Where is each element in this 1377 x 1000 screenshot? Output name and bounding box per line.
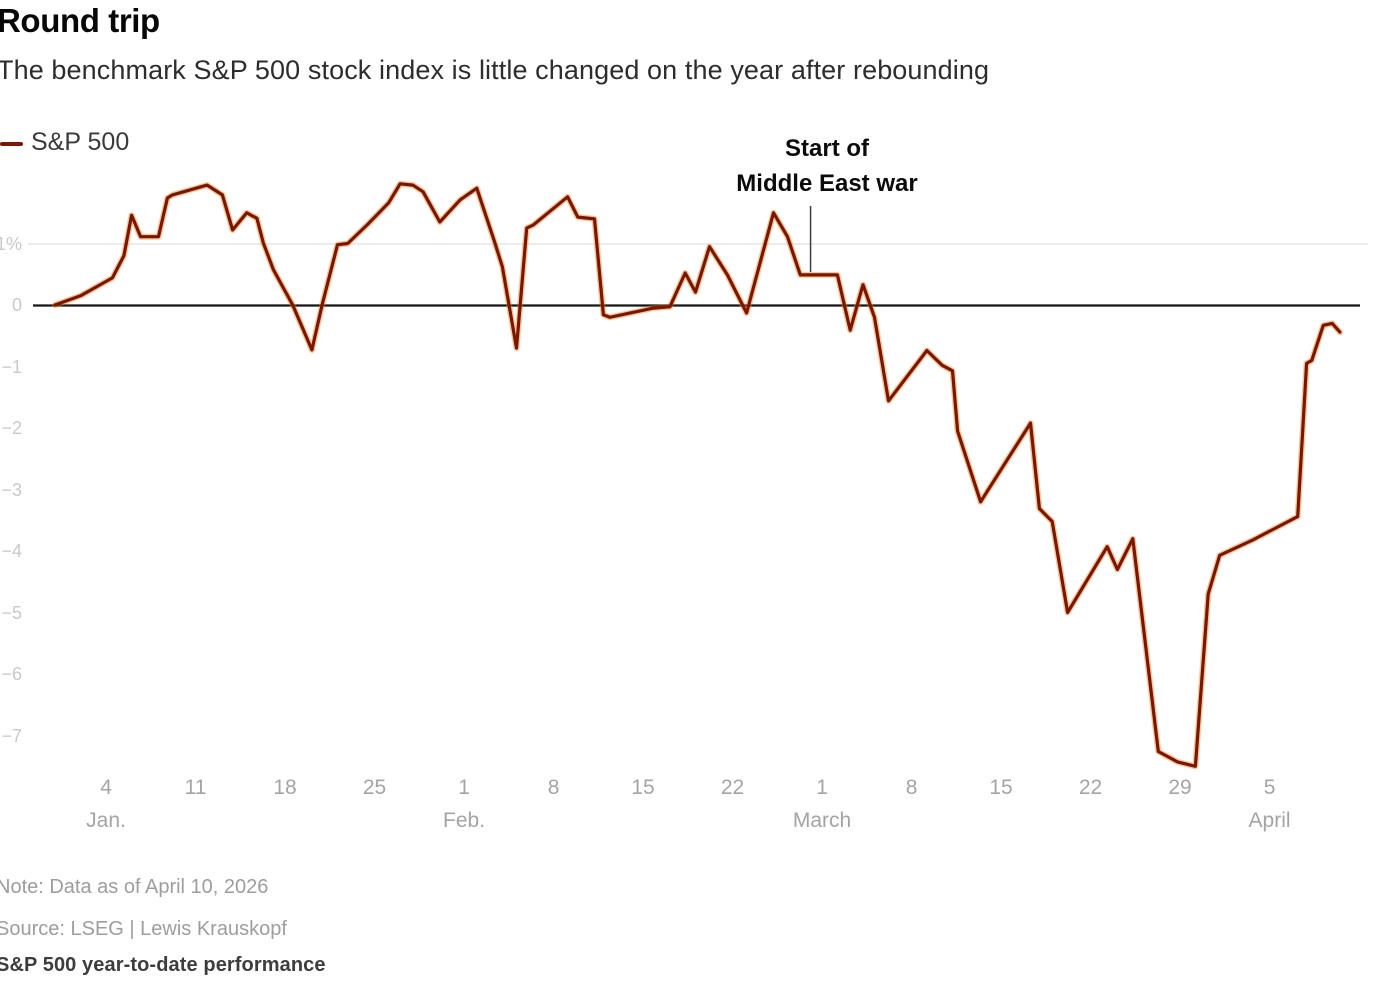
y-axis-tick-label: −3 — [1, 479, 22, 500]
y-axis-tick-label: −1 — [1, 356, 22, 377]
x-axis-tick-label: 15 — [989, 776, 1013, 799]
war-annotation: Start of Middle East war — [697, 131, 957, 201]
x-axis-tick-label: 1 — [816, 776, 828, 799]
x-axis-tick-label: 22 — [1078, 776, 1103, 799]
x-axis-tick-label: 5 — [1263, 776, 1276, 799]
legend-line-swatch — [0, 142, 23, 146]
x-axis-tick-label: 22 — [720, 776, 745, 799]
x-axis-tick-label: 18 — [273, 776, 297, 799]
x-axis-tick-label: 4 — [100, 776, 112, 799]
x-axis-tick-label: 11 — [184, 776, 207, 799]
legend-label: S&P 500 — [31, 128, 130, 156]
y-axis-tick-label: −6 — [1, 664, 22, 684]
note-text: Note: Data as of April 10, 2026 — [0, 876, 269, 898]
x-axis-month-label: March — [792, 809, 852, 832]
y-axis-tick-label: 1% — [0, 233, 22, 254]
x-axis-tick-label: 8 — [905, 776, 918, 799]
sp500-line — [53, 182, 1342, 768]
caption-text: S&P 500 year-to-date performance — [0, 954, 326, 976]
war-annotation-line1: Start of — [785, 135, 869, 162]
x-axis-tick-label: 15 — [631, 776, 655, 799]
y-axis-tick-label: 0 — [11, 295, 22, 315]
source-text: Source: LSEG | Lewis Krauskopf — [0, 918, 287, 940]
y-axis-tick-label: −5 — [1, 602, 22, 623]
chart-subtitle: The benchmark S&P 500 stock index is lit… — [0, 55, 990, 85]
x-axis-tick-label: 1 — [458, 776, 470, 799]
x-axis-month-label: April — [1248, 809, 1291, 832]
y-axis-tick-label: −7 — [1, 725, 22, 746]
y-axis-tick-label: −2 — [1, 418, 22, 438]
x-axis-tick-label: 29 — [1168, 776, 1192, 799]
x-axis-month-label: Feb. — [443, 809, 486, 832]
sp500-line-glow — [51, 180, 1343, 770]
x-axis-tick-label: 25 — [362, 776, 387, 799]
x-axis-month-label: Jan. — [86, 809, 126, 832]
chart-title: Round trip — [0, 2, 160, 39]
x-axis-tick-label: 8 — [547, 776, 560, 799]
y-axis-tick-label: −4 — [1, 541, 22, 561]
war-annotation-line2: Middle East war — [736, 170, 918, 197]
